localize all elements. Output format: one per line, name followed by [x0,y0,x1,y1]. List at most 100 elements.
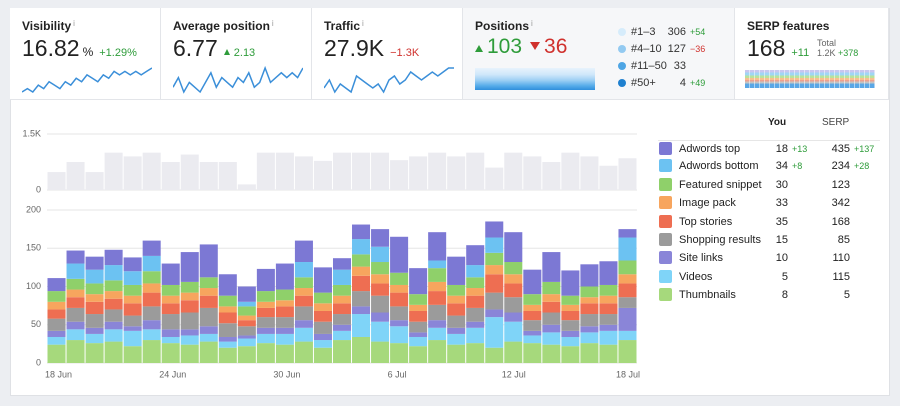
bar-segment [313,333,332,341]
bar-segment [161,343,180,363]
bar-segment [161,303,180,315]
bar-segment [466,307,485,322]
bar-segment [294,295,313,307]
bar-segment [218,274,237,296]
bar-segment [123,303,142,316]
bar-segment [618,297,637,308]
bar-segment [218,347,237,363]
bar-segment [275,306,294,318]
bar-segment [199,277,218,289]
bar-segment [161,329,180,337]
bar-segment [294,320,313,328]
bar-segment [580,303,599,315]
y-tick-label: 0 [36,184,41,194]
bar-segment [409,294,428,305]
y-tick-label: 0 [36,357,41,367]
bar [294,156,313,190]
info-icon[interactable]: i [271,19,274,28]
bar-segment [447,333,466,345]
legend-row[interactable]: Thumbnails 8 5 [658,287,880,305]
bar-segment [123,315,142,327]
bar-segment [409,304,428,311]
legend-icon [659,288,672,302]
bucket-label: #1–3 [631,26,656,38]
bar-segment [332,330,352,341]
total-block: Total 1.2K +378 [817,38,858,58]
legend-icon [659,196,672,210]
bar-segment [85,256,104,270]
bar [142,152,161,190]
bar-segment [47,336,66,345]
avg-position-card: Average position i 6.77 2.13 [161,8,312,100]
bar-segment [123,326,142,331]
bar [409,156,428,190]
bar-segment [294,341,313,363]
legend-row[interactable]: Site links 10 110 [658,250,880,268]
bar [352,152,371,190]
legend-row[interactable]: Adwords top 18 +13 435 +137 [658,140,880,159]
legend-name: Adwords bottom [679,160,759,173]
bar [199,162,218,190]
bar-segment [447,295,466,304]
card-title: Traffic i [324,19,364,33]
bar [599,165,618,190]
info-icon[interactable]: i [362,19,364,28]
bar-segment [256,327,275,334]
bar-segment [104,265,123,281]
value: 16.82 [22,35,80,61]
you-count: 10 [775,252,788,265]
bar-segment [180,335,199,345]
bar-segment [142,292,161,307]
you-count: 15 [775,234,788,246]
legend-row[interactable]: Top stories 35 168 [658,214,880,232]
bar-segment [390,326,409,344]
bar-segment [504,321,523,342]
bar-segment [294,277,313,289]
bar [428,152,447,190]
info-icon[interactable]: i [73,19,75,28]
bar-segment [275,327,294,334]
legend-row[interactable]: Videos 5 115 [658,269,880,287]
bucket-dot [618,28,626,36]
bar-segment [371,283,390,296]
sparkline [324,67,454,94]
legend-icon [659,233,672,246]
legend-row[interactable]: Featured snippet 30 123 [658,177,880,195]
you-count: 30 [775,178,788,191]
traffic-card: Traffic i 27.9K −1.3K [312,8,463,100]
change: −1.3K [390,47,420,59]
legend-row[interactable]: Shopping results 15 85 [658,232,880,250]
bar [275,152,294,190]
bar-segment [275,344,294,363]
bar-segment [256,343,275,363]
serp-count: 168 [831,215,850,228]
bar-segment [142,320,161,330]
legend-row[interactable]: Adwords bottom 34 +8 234 +28 [658,158,880,176]
bar-segment [275,333,294,345]
legend-icon [659,251,672,265]
bar-segment [332,295,352,304]
bar-segment [485,347,504,363]
bucket-change: +54 [690,27,706,37]
change: +11 [791,47,810,59]
bucket-count: 4 [679,77,686,89]
bar-segment [523,320,542,331]
bar-segment [542,294,561,302]
bar-segment [47,330,66,337]
legend-row[interactable]: Image pack 33 342 [658,195,880,213]
column-header: You [768,117,787,128]
bar-segment [504,262,523,275]
bar-segment [371,274,390,284]
bar [47,172,66,190]
serp-count: 342 [831,197,850,210]
bar-segment [85,269,104,284]
info-icon[interactable]: i [531,19,533,28]
title: Traffic [324,19,361,33]
legend-name: Adwords top [679,143,741,155]
bucket-dot [618,45,626,53]
bar-segment [313,347,332,363]
card-title: Average position i [173,19,274,33]
bucket-count: 33 [673,60,686,72]
y-tick-label: 1.5K [22,128,41,138]
bar-segment [294,262,313,278]
